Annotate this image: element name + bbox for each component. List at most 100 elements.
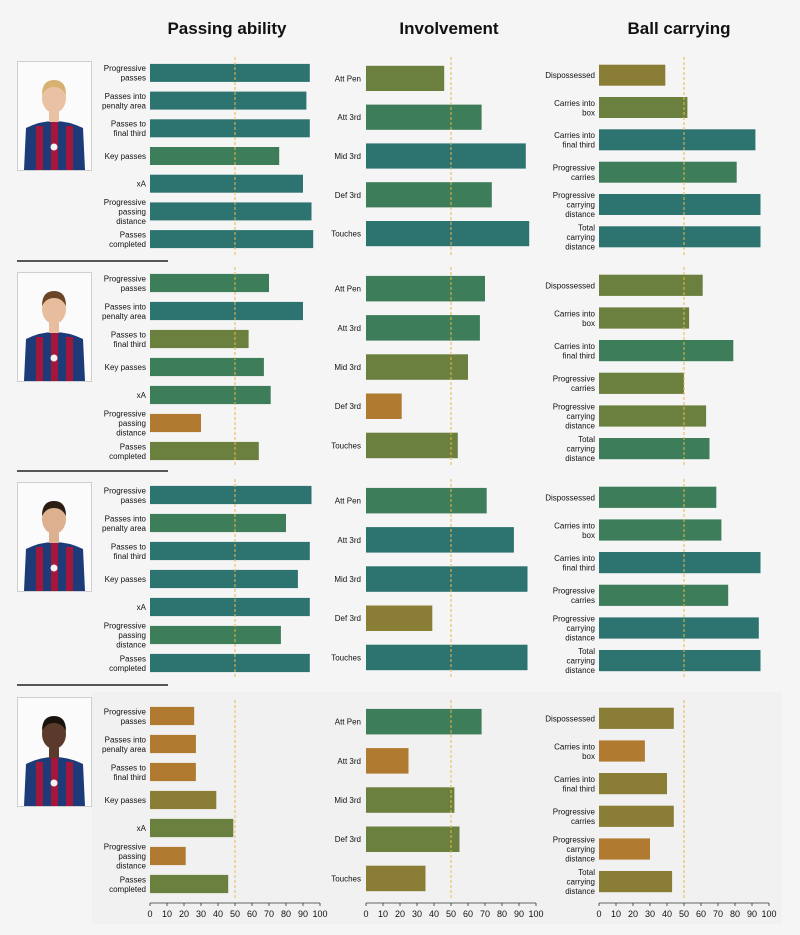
x-tick-label-2-30: 30 (645, 909, 655, 919)
bar-p4-ball-carrying-progressive-carrying-distance (599, 838, 650, 860)
category-label-p4-ball-carrying-dispossessed: Dispossessed (545, 714, 595, 723)
bar-p4-passing-ability-passes-completed (150, 874, 229, 894)
x-tick-label-2-40: 40 (662, 909, 672, 919)
category-label-p4-ball-carrying-progressive-carrying-distance: Progressive carrying distance (553, 836, 596, 864)
x-tick-label-1-10: 10 (378, 909, 388, 919)
category-label-p4-passing-ability-key-passes: Key passes (105, 796, 146, 805)
bar-p4-ball-carrying-carries-into-box (599, 740, 645, 762)
panel-title-involvement: Involvement (399, 19, 499, 38)
bar-p4-passing-ability-progressive-passes (150, 706, 195, 726)
category-label-p2-ball-carrying-progressive-carries: Progressive carries (553, 375, 596, 394)
category-label-p1-ball-carrying-progressive-carries: Progressive carries (553, 163, 596, 182)
x-tick-label-1-20: 20 (395, 909, 405, 919)
category-label-p2-ball-carrying-total-carrying-distance: Total carrying distance (565, 435, 595, 463)
x-tick-label-0-50: 50 (230, 909, 240, 919)
bar-p3-passing-ability-progressive-passing-distance (150, 625, 281, 645)
x-tick-label-0-70: 70 (264, 909, 274, 919)
bar-p2-passing-ability-passes-into-penalty-area (150, 301, 303, 321)
bar-p1-ball-carrying-carries-into-final-third (599, 129, 756, 151)
x-tick-label-0-80: 80 (281, 909, 291, 919)
x-tick-label-2-70: 70 (713, 909, 723, 919)
category-label-p3-ball-carrying-progressive-carries: Progressive carries (553, 587, 596, 606)
bar-p4-involvement-def-3rd (366, 826, 460, 852)
category-label-p2-passing-ability-key-passes: Key passes (105, 363, 146, 372)
category-label-p3-ball-carrying-progressive-carrying-distance: Progressive carrying distance (553, 615, 596, 643)
x-tick-label-2-100: 100 (761, 909, 776, 919)
bar-p1-ball-carrying-total-carrying-distance (599, 226, 761, 248)
bar-p2-passing-ability-xa (150, 385, 271, 405)
bar-p3-involvement-def-3rd (366, 605, 433, 631)
category-label-p2-passing-ability-xa: xA (137, 391, 147, 400)
bar-p2-passing-ability-key-passes (150, 357, 264, 377)
x-tick-label-1-0: 0 (363, 909, 368, 919)
bar-p4-passing-ability-passes-into-penalty-area (150, 734, 196, 754)
category-label-p4-passing-ability-passes-to-final-third: Passes to final third (111, 763, 147, 782)
category-label-p1-involvement-mid-3rd: Mid 3rd (334, 152, 361, 161)
category-label-p1-passing-ability-passes-into-penalty-area: Passes into penalty area (102, 92, 147, 111)
category-label-p4-involvement-att-3rd: Att 3rd (337, 757, 361, 766)
category-label-p3-passing-ability-progressive-passing-distance: Progressive passing distance (104, 622, 147, 650)
bar-p4-involvement-att-3rd (366, 748, 409, 774)
category-label-p2-passing-ability-passes-into-penalty-area: Passes into penalty area (102, 302, 147, 321)
category-label-p3-involvement-touches: Touches (331, 653, 361, 662)
category-label-p3-ball-carrying-carries-into-box: Carries into box (554, 521, 595, 540)
category-label-p1-involvement-att-3rd: Att 3rd (337, 113, 361, 122)
x-tick-label-1-80: 80 (497, 909, 507, 919)
category-label-p1-ball-carrying-total-carrying-distance: Total carrying distance (565, 223, 595, 251)
bar-p1-passing-ability-xa (150, 174, 303, 193)
x-tick-label-0-40: 40 (213, 909, 223, 919)
x-tick-label-1-40: 40 (429, 909, 439, 919)
bar-p3-ball-carrying-progressive-carries (599, 584, 729, 606)
category-label-p4-passing-ability-xa: xA (137, 824, 147, 833)
bar-p3-passing-ability-passes-into-penalty-area (150, 513, 286, 533)
x-tick-label-0-20: 20 (179, 909, 189, 919)
category-label-p1-ball-carrying-progressive-carrying-distance: Progressive carrying distance (553, 191, 596, 219)
bar-p3-passing-ability-xa (150, 597, 310, 617)
x-tick-label-2-50: 50 (679, 909, 689, 919)
x-tick-label-0-60: 60 (247, 909, 257, 919)
bar-p1-passing-ability-passes-to-final-third (150, 119, 310, 138)
category-label-p2-involvement-att-3rd: Att 3rd (337, 324, 361, 333)
category-label-p4-involvement-mid-3rd: Mid 3rd (334, 796, 361, 805)
bar-p4-involvement-att-pen (366, 708, 482, 735)
bar-p4-ball-carrying-dispossessed (599, 707, 674, 729)
category-label-p4-involvement-att-pen: Att Pen (335, 718, 361, 727)
bar-p2-ball-carrying-dispossessed (599, 274, 703, 296)
category-label-p3-passing-ability-xa: xA (137, 603, 147, 612)
x-tick-label-0-100: 100 (312, 909, 327, 919)
category-label-p1-passing-ability-progressive-passes: Progressive passes (104, 64, 147, 83)
category-label-p4-passing-ability-passes-into-penalty-area: Passes into penalty area (102, 735, 147, 754)
category-label-p4-ball-carrying-progressive-carries: Progressive carries (553, 808, 596, 827)
category-label-p3-ball-carrying-carries-into-final-third: Carries into final third (554, 554, 595, 573)
x-tick-label-2-90: 90 (747, 909, 757, 919)
x-tick-label-2-10: 10 (611, 909, 621, 919)
category-label-p1-ball-carrying-carries-into-box: Carries into box (554, 99, 595, 118)
bar-p1-passing-ability-progressive-passing-distance (150, 202, 312, 221)
bar-p3-ball-carrying-dispossessed (599, 486, 717, 508)
category-label-p1-passing-ability-key-passes: Key passes (105, 152, 146, 161)
x-tick-label-1-90: 90 (514, 909, 524, 919)
x-tick-label-2-20: 20 (628, 909, 638, 919)
bar-p3-ball-carrying-carries-into-box (599, 519, 722, 541)
bar-p1-passing-ability-passes-into-penalty-area (150, 91, 307, 110)
bar-p1-involvement-touches (366, 221, 530, 247)
category-label-p3-involvement-mid-3rd: Mid 3rd (334, 575, 361, 584)
bar-p2-ball-carrying-carries-into-final-third (599, 340, 734, 362)
bar-p4-involvement-mid-3rd (366, 787, 455, 813)
bar-p1-passing-ability-key-passes (150, 147, 280, 165)
bar-p3-involvement-mid-3rd (366, 566, 528, 592)
bar-p1-passing-ability-progressive-passes (150, 63, 310, 82)
category-label-p3-involvement-att-3rd: Att 3rd (337, 536, 361, 545)
bar-p4-passing-ability-xa (150, 818, 234, 838)
category-label-p4-passing-ability-passes-completed: Passes completed (109, 875, 146, 894)
bar-p3-ball-carrying-total-carrying-distance (599, 650, 761, 672)
bar-p3-ball-carrying-carries-into-final-third (599, 552, 761, 574)
category-label-p3-involvement-att-pen: Att Pen (335, 497, 361, 506)
player-illustration (18, 62, 91, 170)
category-label-p2-passing-ability-passes-completed: Passes completed (109, 442, 146, 461)
category-label-p1-involvement-touches: Touches (331, 230, 361, 239)
bar-p2-ball-carrying-carries-into-box (599, 307, 690, 329)
bar-p3-involvement-touches (366, 644, 528, 671)
player-photo-3 (17, 482, 92, 592)
